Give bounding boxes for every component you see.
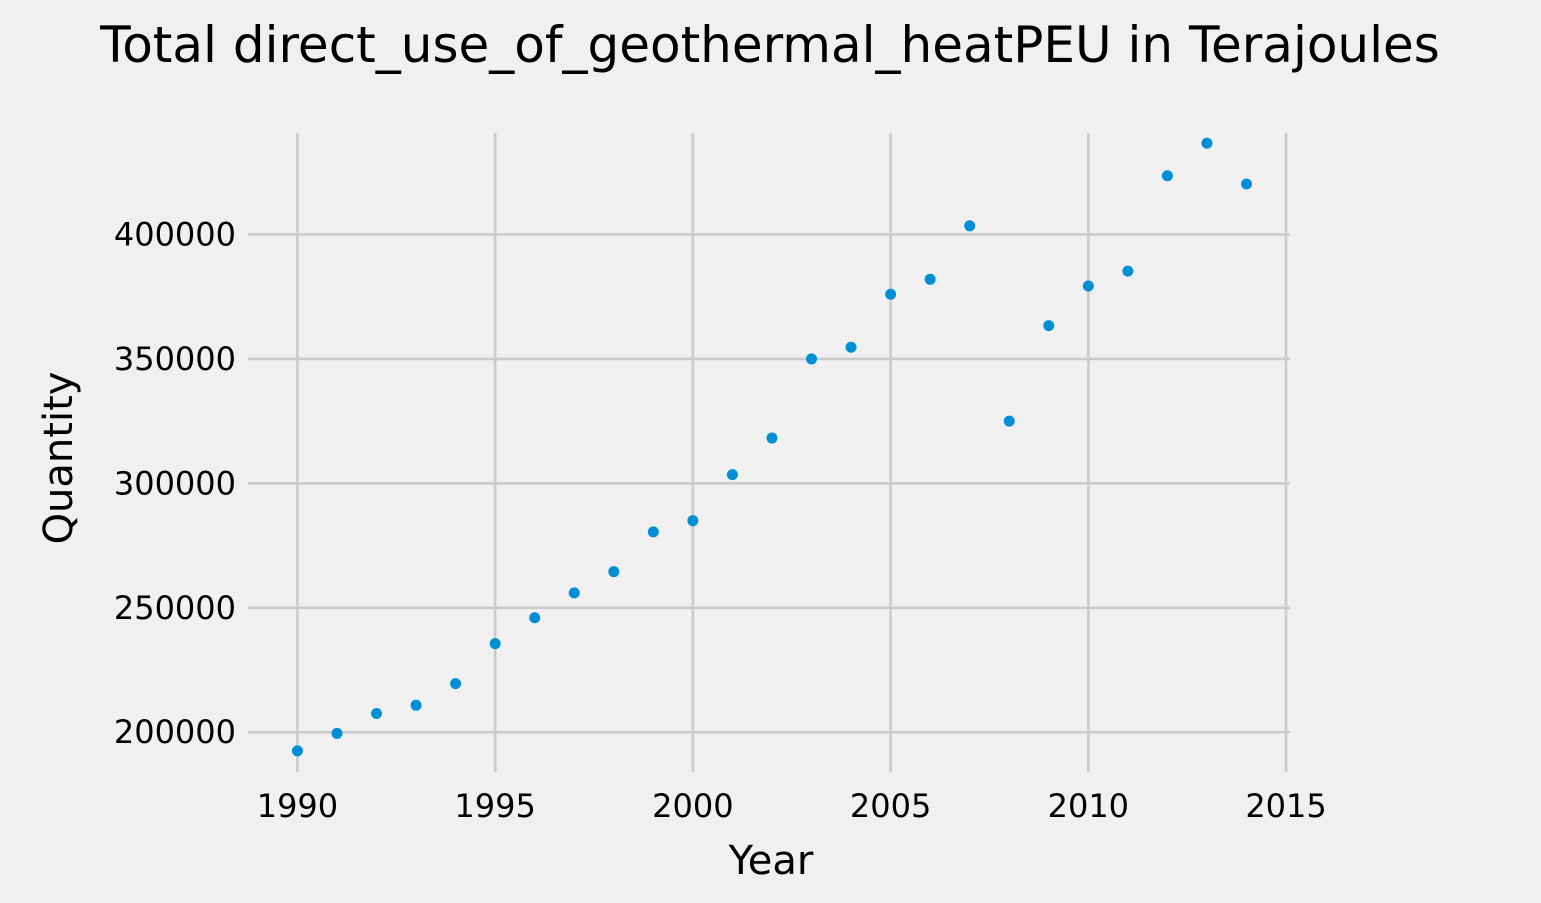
data-point-1990	[291, 745, 303, 757]
x-tick-2015: 2015	[1245, 787, 1326, 825]
y-tick-300000: 300000	[114, 464, 236, 502]
data-point-2002	[766, 432, 778, 444]
x-tick-1990: 1990	[257, 787, 338, 825]
data-point-2013	[1201, 137, 1213, 149]
data-point-2008	[1003, 415, 1015, 427]
data-point-2010	[1082, 280, 1094, 292]
data-point-1997	[568, 587, 580, 599]
data-point-2003	[806, 353, 818, 365]
data-point-1992	[371, 708, 383, 720]
y-tick-labels: 200000 250000 300000 350000 400000	[114, 216, 236, 752]
data-point-2005	[885, 288, 897, 300]
data-point-1998	[608, 566, 620, 578]
y-tick-400000: 400000	[114, 216, 236, 254]
x-axis-label: Year	[728, 838, 814, 884]
data-point-2000	[687, 515, 699, 527]
data-point-2009	[1043, 320, 1055, 332]
data-point-2001	[726, 469, 738, 481]
data-point-2014	[1241, 178, 1253, 190]
x-tick-2000: 2000	[652, 787, 733, 825]
vertical-gridlines	[296, 133, 1288, 772]
data-point-2004	[845, 341, 857, 353]
x-tick-labels: 1990 1995 2000 2005 2010 2015	[257, 787, 1327, 825]
data-points	[291, 137, 1253, 757]
horizontal-gridlines	[248, 233, 1290, 734]
data-point-2011	[1122, 265, 1134, 277]
y-tick-350000: 350000	[114, 340, 236, 378]
x-tick-1995: 1995	[454, 787, 535, 825]
data-point-2006	[924, 273, 936, 285]
data-point-1991	[331, 727, 343, 739]
data-point-1993	[410, 699, 422, 711]
data-point-1994	[450, 678, 462, 690]
data-point-2007	[964, 220, 976, 232]
x-tick-2010: 2010	[1048, 787, 1129, 825]
x-tick-2005: 2005	[850, 787, 931, 825]
y-tick-250000: 250000	[114, 589, 236, 627]
chart-title: Total direct_use_of_geothermal_heatPEU i…	[99, 16, 1440, 74]
data-point-1996	[529, 612, 541, 624]
y-tick-200000: 200000	[114, 713, 236, 751]
data-point-2012	[1161, 170, 1173, 182]
data-point-1995	[489, 638, 501, 650]
y-axis-label: Quantity	[36, 372, 82, 545]
data-point-1999	[647, 526, 659, 538]
